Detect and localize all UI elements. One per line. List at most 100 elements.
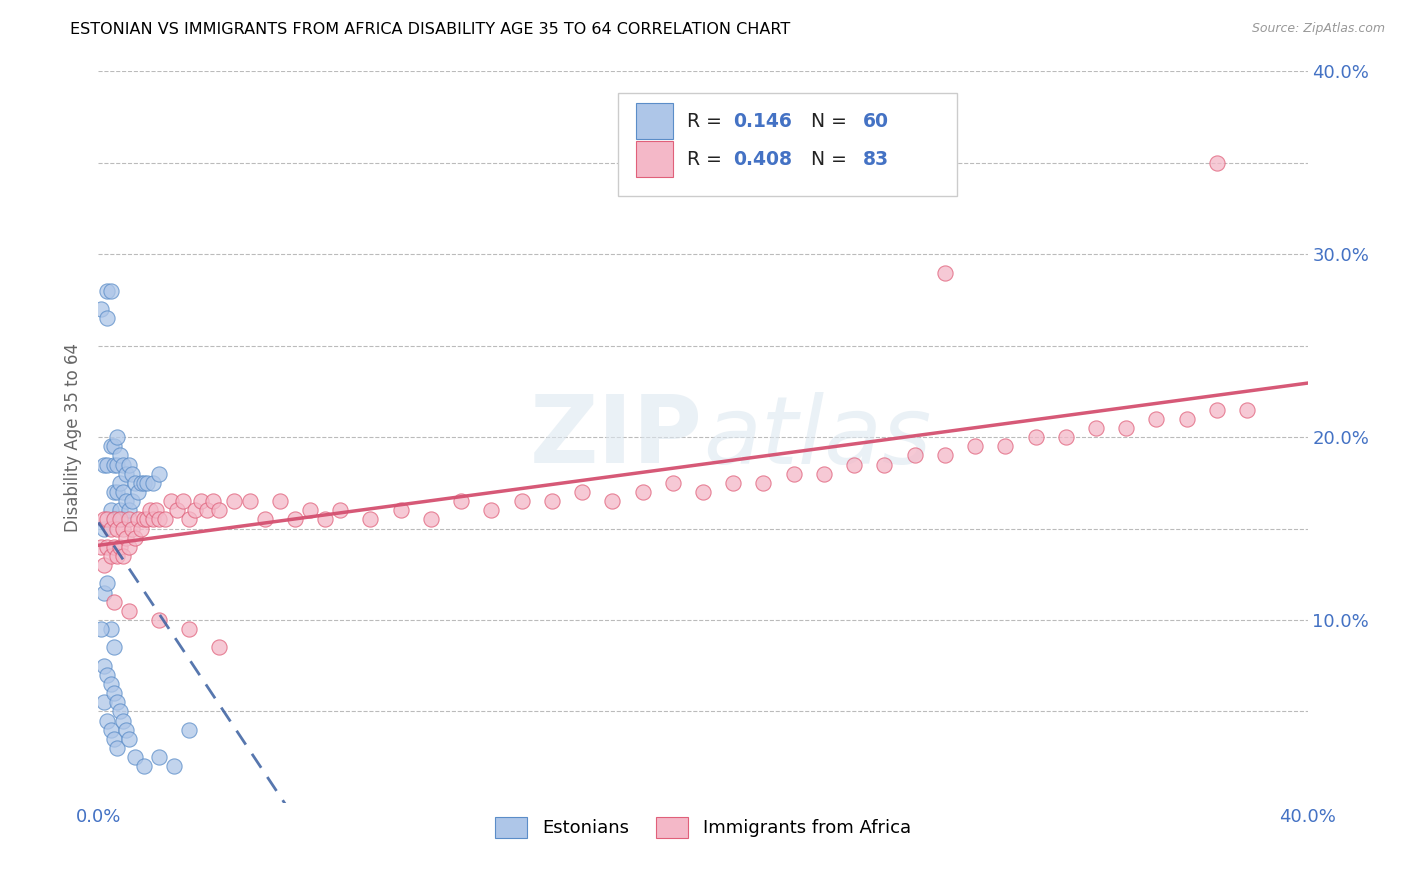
- Text: R =: R =: [688, 112, 728, 130]
- Text: 0.146: 0.146: [734, 112, 792, 130]
- Point: [96, 576, 118, 591]
- Text: ZIP: ZIP: [530, 391, 703, 483]
- Point: [934, 266, 956, 280]
- Point: [108, 503, 131, 517]
- Point: [132, 759, 155, 773]
- Point: [100, 503, 122, 517]
- Point: [208, 640, 231, 655]
- Text: Source: ZipAtlas.com: Source: ZipAtlas.com: [1251, 22, 1385, 36]
- Point: [135, 475, 157, 490]
- Point: [163, 759, 186, 773]
- Point: [96, 714, 118, 728]
- Point: [723, 475, 745, 490]
- Point: [389, 503, 412, 517]
- Point: [96, 540, 118, 554]
- Point: [96, 667, 118, 681]
- Point: [571, 485, 593, 500]
- Point: [510, 494, 533, 508]
- Text: 83: 83: [863, 150, 889, 169]
- Point: [118, 458, 141, 472]
- Point: [602, 494, 624, 508]
- Point: [96, 512, 118, 526]
- Point: [93, 558, 115, 573]
- Point: [172, 494, 194, 508]
- Point: [93, 585, 115, 599]
- Text: 60: 60: [863, 112, 889, 130]
- Point: [118, 604, 141, 618]
- Point: [284, 512, 307, 526]
- Point: [904, 448, 927, 462]
- Point: [224, 494, 246, 508]
- Point: [1024, 430, 1046, 444]
- Point: [873, 458, 896, 472]
- Point: [202, 494, 225, 508]
- Point: [105, 521, 128, 535]
- Text: R =: R =: [688, 150, 728, 169]
- Point: [105, 485, 128, 500]
- Point: [118, 512, 141, 526]
- Point: [103, 512, 125, 526]
- FancyBboxPatch shape: [637, 103, 672, 139]
- Point: [90, 622, 112, 636]
- Point: [148, 750, 170, 764]
- Point: [103, 686, 125, 700]
- Point: [100, 677, 122, 691]
- Point: [103, 439, 125, 453]
- Point: [139, 503, 162, 517]
- Point: [148, 467, 170, 481]
- Point: [108, 448, 131, 462]
- Point: [253, 512, 276, 526]
- Point: [129, 521, 152, 535]
- Text: atlas: atlas: [703, 392, 931, 483]
- Point: [1054, 430, 1077, 444]
- Point: [142, 475, 165, 490]
- Point: [111, 714, 134, 728]
- Point: [179, 512, 201, 526]
- Point: [108, 475, 131, 490]
- Point: [142, 512, 165, 526]
- Point: [103, 594, 125, 608]
- Text: 0.408: 0.408: [734, 150, 792, 169]
- Point: [631, 485, 654, 500]
- Point: [118, 540, 141, 554]
- Point: [108, 705, 131, 719]
- Point: [813, 467, 835, 481]
- Point: [111, 458, 134, 472]
- Point: [127, 512, 149, 526]
- Point: [105, 458, 128, 472]
- Point: [166, 503, 188, 517]
- Point: [1115, 421, 1137, 435]
- Point: [179, 622, 201, 636]
- Point: [100, 439, 122, 453]
- Point: [153, 512, 176, 526]
- Point: [450, 494, 472, 508]
- Point: [114, 723, 136, 737]
- Point: [994, 439, 1017, 453]
- Point: [114, 531, 136, 545]
- Point: [752, 475, 775, 490]
- Point: [540, 494, 562, 508]
- Point: [103, 731, 125, 746]
- Point: [103, 540, 125, 554]
- Point: [135, 512, 157, 526]
- Point: [965, 439, 987, 453]
- FancyBboxPatch shape: [619, 94, 957, 195]
- Point: [108, 540, 131, 554]
- Point: [93, 512, 115, 526]
- Point: [1144, 412, 1167, 426]
- Point: [105, 512, 128, 526]
- Point: [783, 467, 806, 481]
- FancyBboxPatch shape: [637, 141, 672, 178]
- Point: [195, 503, 218, 517]
- Point: [124, 750, 146, 764]
- Point: [129, 475, 152, 490]
- Point: [148, 512, 170, 526]
- Point: [114, 467, 136, 481]
- Point: [105, 695, 128, 709]
- Legend: Estonians, Immigrants from Africa: Estonians, Immigrants from Africa: [488, 810, 918, 845]
- Text: N =: N =: [799, 150, 852, 169]
- Point: [360, 512, 382, 526]
- Point: [124, 475, 146, 490]
- Point: [184, 503, 207, 517]
- Point: [314, 512, 336, 526]
